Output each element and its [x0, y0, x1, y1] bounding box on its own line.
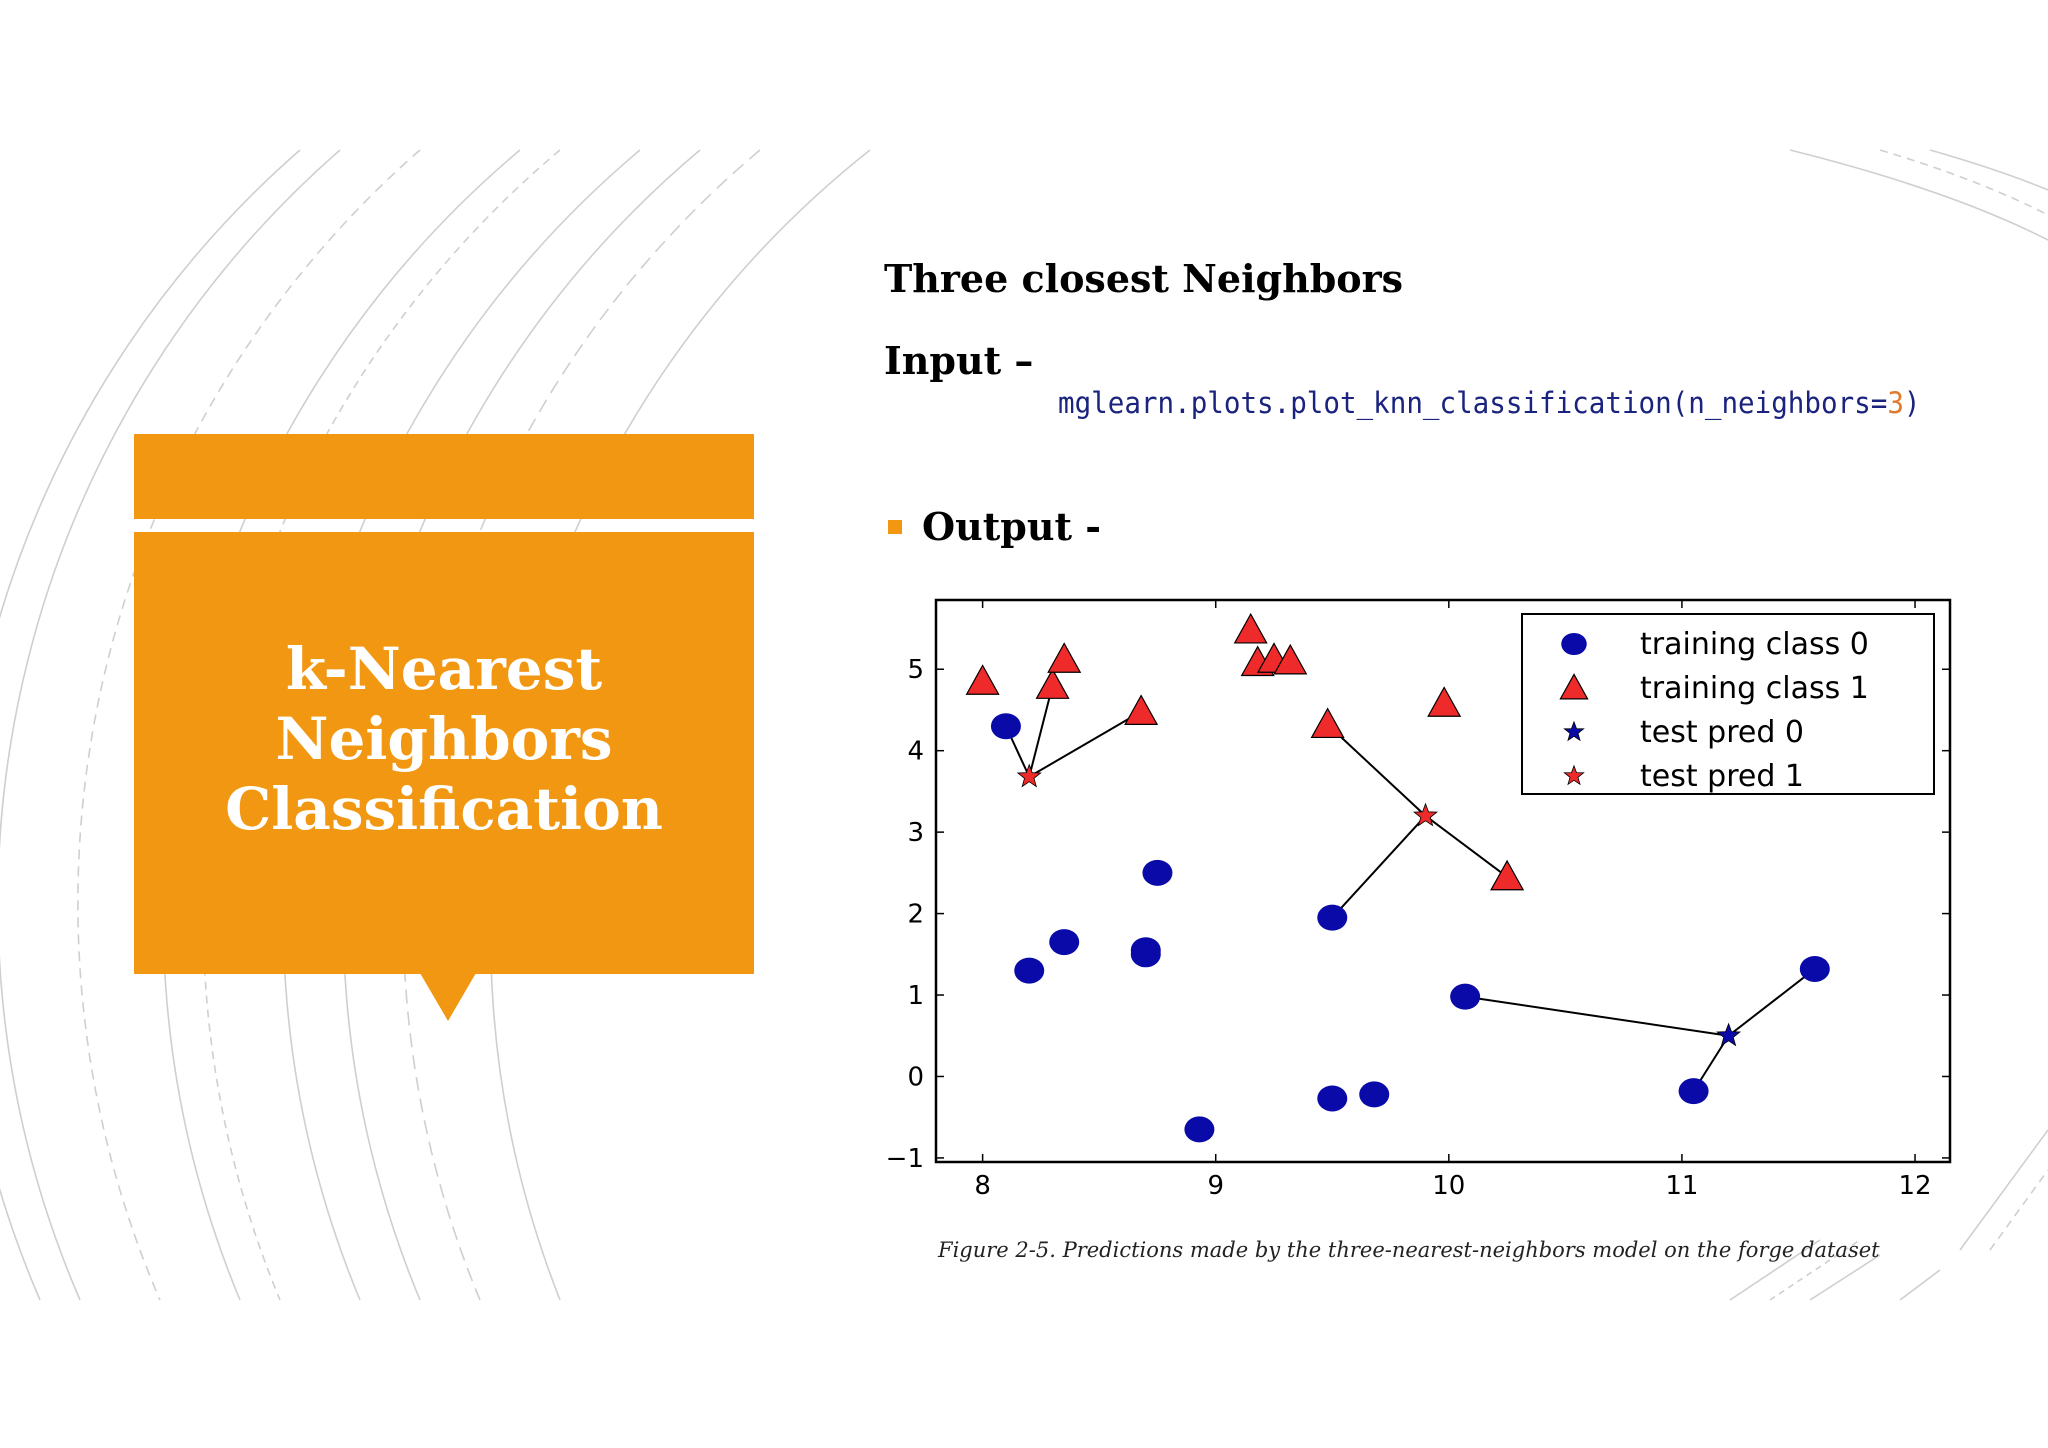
legend-box	[1521, 613, 1935, 795]
point-training-class-1	[1310, 707, 1345, 739]
y-tick-label: 5	[907, 655, 924, 685]
point-training-class-1	[1124, 694, 1159, 725]
y-tick-label: 2	[907, 900, 924, 930]
title-accent-bar	[134, 434, 754, 519]
neighbor-line	[1727, 968, 1816, 1037]
legend-label: test pred 1	[1640, 759, 1804, 794]
point-training-class-0	[1049, 929, 1080, 956]
point-training-class-1	[1273, 643, 1308, 675]
legend-marker	[1563, 764, 1585, 786]
point-training-class-0	[1799, 955, 1830, 982]
code-snippet: mglearn.plots.plot_knn_classification(n_…	[1058, 386, 1921, 420]
neighbor-line	[1331, 815, 1427, 919]
neighbor-line	[1326, 723, 1427, 817]
point-training-class-0	[1317, 904, 1348, 931]
x-tick-label: 11	[1665, 1171, 1698, 1201]
point-test-pred-1	[1412, 802, 1438, 827]
code-suffix: )	[1903, 386, 1921, 420]
slide-title-line: Neighbors	[275, 705, 613, 773]
x-tick-label: 9	[1207, 1171, 1224, 1201]
legend-label: training class 0	[1640, 627, 1869, 662]
y-tick-label: −1	[886, 1144, 924, 1174]
point-training-class-1	[1035, 668, 1070, 699]
point-training-class-1	[1047, 642, 1082, 673]
y-tick-label: 3	[907, 818, 924, 848]
point-training-class-0	[1014, 957, 1045, 984]
point-training-class-0	[990, 713, 1021, 740]
point-training-class-0	[1142, 859, 1173, 886]
title-box-pointer	[420, 973, 476, 1021]
y-tick-label: 4	[907, 737, 924, 767]
point-training-class-1	[965, 664, 1000, 695]
input-label: Input –	[884, 338, 1034, 383]
point-training-class-0	[1450, 983, 1481, 1010]
output-label: Output -	[922, 504, 1102, 549]
code-argument: 3	[1887, 386, 1904, 420]
x-tick-label: 8	[974, 1171, 991, 1201]
point-training-class-0	[1359, 1081, 1390, 1108]
x-tick-label: 12	[1898, 1171, 1931, 1201]
neighbor-line	[1464, 995, 1729, 1037]
y-tick-label: 0	[907, 1062, 924, 1092]
point-training-class-1	[1490, 859, 1525, 891]
point-test-pred-0	[1715, 1022, 1742, 1047]
point-training-class-0	[1317, 1085, 1348, 1112]
legend-label: test pred 0	[1640, 715, 1804, 750]
slide-title-line: k-Nearest	[285, 635, 603, 703]
bullet-square-icon	[888, 520, 902, 534]
point-test-pred-1	[1016, 763, 1042, 788]
legend-marker	[1563, 720, 1585, 742]
figure-caption: Figure 2-5. Predictions made by the thre…	[938, 1238, 1880, 1262]
code-prefix: mglearn.plots.plot_knn_classification(n_…	[1058, 386, 1888, 420]
point-training-class-1	[1233, 612, 1268, 644]
legend-marker	[1561, 632, 1587, 656]
legend-marker	[1559, 673, 1589, 700]
legend-label: training class 1	[1640, 671, 1869, 706]
point-training-class-0	[1678, 1078, 1709, 1105]
section-heading: Three closest Neighbors	[884, 256, 1404, 301]
neighbor-line	[1028, 710, 1142, 778]
x-tick-label: 10	[1432, 1171, 1465, 1201]
neighbor-line	[1028, 685, 1054, 777]
point-training-class-1	[1427, 686, 1462, 717]
y-tick-label: 1	[907, 981, 924, 1011]
title-box	[134, 532, 754, 974]
point-training-class-0	[1130, 941, 1161, 968]
slide-title-line: Classification	[225, 775, 663, 843]
point-training-class-0	[1184, 1116, 1215, 1143]
neighbor-line	[1424, 815, 1508, 878]
slide-title: k-Nearest Neighbors Classification	[134, 634, 754, 844]
